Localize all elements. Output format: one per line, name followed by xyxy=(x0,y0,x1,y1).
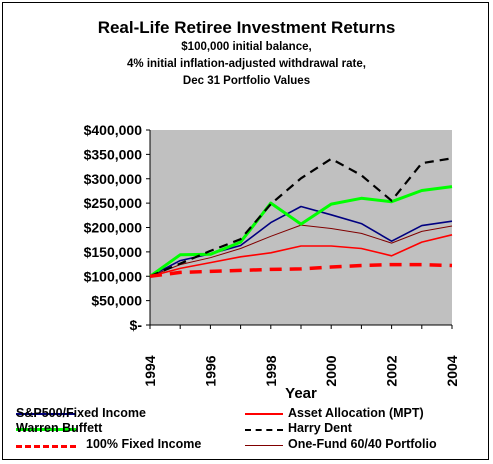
plot-area xyxy=(150,130,452,325)
y-tick-label: $150,000 xyxy=(84,244,143,260)
x-tick-label: 2002 xyxy=(384,355,400,386)
legend-swatch-sp500 xyxy=(16,413,76,415)
x-tick-label: 1994 xyxy=(142,355,158,386)
legend-label-one-fund: One-Fund 60/40 Portfolio xyxy=(288,437,437,451)
series-line-fixed-income xyxy=(149,262,453,279)
x-tick-label: 1998 xyxy=(263,355,279,386)
x-tick-label: 2000 xyxy=(323,355,339,386)
series-line-sp500 xyxy=(149,205,453,278)
legend-label-asset-allocation: Asset Allocation (MPT) xyxy=(288,406,424,420)
series-lines xyxy=(149,157,453,279)
y-tick-label: $- xyxy=(130,317,143,333)
legend-label-fixed-income: 100% Fixed Income xyxy=(86,437,202,451)
y-tick-label: $250,000 xyxy=(84,195,143,211)
y-tick-label: $50,000 xyxy=(91,293,142,309)
legend-swatch-buffett xyxy=(16,428,76,431)
chart-subtitle-withdrawal: 4% initial inflation-adjusted withdrawal… xyxy=(127,58,366,70)
series-line-dent xyxy=(149,157,453,278)
legend-swatch-asset-allocation xyxy=(245,413,283,415)
series-line-buffett xyxy=(149,185,453,278)
chart-subtitle-values: Dec 31 Portfolio Values xyxy=(182,75,311,87)
chart-title: Real-Life Retiree Investment Returns xyxy=(97,18,396,37)
axes xyxy=(146,129,453,329)
y-tick-label: $100,000 xyxy=(84,268,143,284)
x-tick-label: 2004 xyxy=(444,355,460,386)
legend-swatch-dent xyxy=(245,429,283,431)
legend-label-buffett: Warren Buffett xyxy=(16,421,103,435)
legend-swatch-fixed-income xyxy=(16,445,76,448)
legend-label-sp500: S&P500/Fixed Income xyxy=(16,406,146,420)
x-tick-label: 1996 xyxy=(202,355,218,386)
y-tick-label: $200,000 xyxy=(84,220,143,236)
series-line-asset-allocation xyxy=(149,234,453,278)
x-axis-label: Year xyxy=(285,385,317,402)
y-tick-label: $300,000 xyxy=(84,171,143,187)
chart-subtitle-balance: $100,000 initial balance, xyxy=(181,41,312,53)
legend-label-dent: Harry Dent xyxy=(288,421,352,435)
tick-labels: $- $50,000 $100,000 $150,000 $200,000 $250,00… xyxy=(84,122,460,387)
y-tick-label: $350,000 xyxy=(84,146,143,162)
legend-swatch-one-fund xyxy=(245,445,283,446)
y-tick-label: $400,000 xyxy=(84,122,143,138)
